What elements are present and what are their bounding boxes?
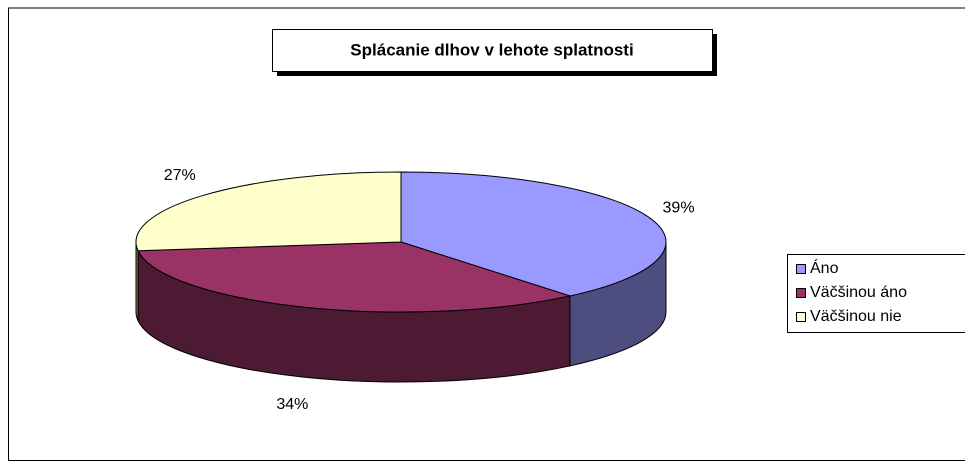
- data-label: 39%: [663, 199, 695, 216]
- data-label: 34%: [276, 396, 308, 413]
- slice-side: [135, 241, 139, 321]
- legend-swatch: [796, 264, 806, 274]
- legend-swatch: [796, 312, 806, 322]
- slice: [137, 241, 572, 313]
- chart-border: [8, 7, 965, 461]
- data-label: 27%: [164, 167, 196, 184]
- slice: [400, 171, 667, 297]
- legend-label: Väčšinou nie: [810, 308, 902, 325]
- legend-box: [787, 254, 965, 333]
- legend-label: Väčšinou áno: [810, 284, 907, 301]
- chart-title: Splácanie dlhov v lehote splatnosti: [350, 40, 633, 59]
- slice: [135, 171, 402, 252]
- title-box: [272, 29, 713, 72]
- legend-label: Áno: [810, 258, 839, 277]
- legend-swatch: [796, 288, 806, 298]
